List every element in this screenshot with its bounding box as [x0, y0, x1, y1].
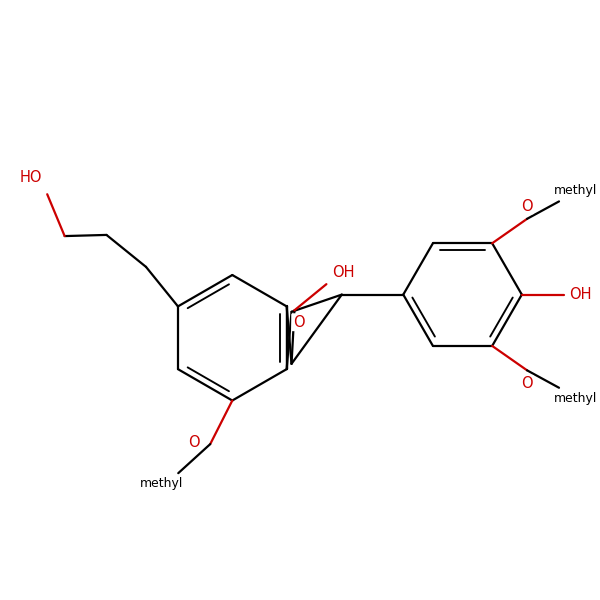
- Text: O: O: [188, 436, 200, 451]
- Text: methyl: methyl: [554, 184, 597, 197]
- Text: O: O: [521, 376, 533, 391]
- Text: O: O: [293, 315, 304, 330]
- Text: HO: HO: [20, 170, 42, 185]
- Text: O: O: [521, 199, 533, 214]
- Text: OH: OH: [332, 265, 355, 280]
- Text: methyl: methyl: [554, 392, 597, 405]
- Text: methyl: methyl: [140, 477, 184, 490]
- Text: OH: OH: [569, 287, 591, 302]
